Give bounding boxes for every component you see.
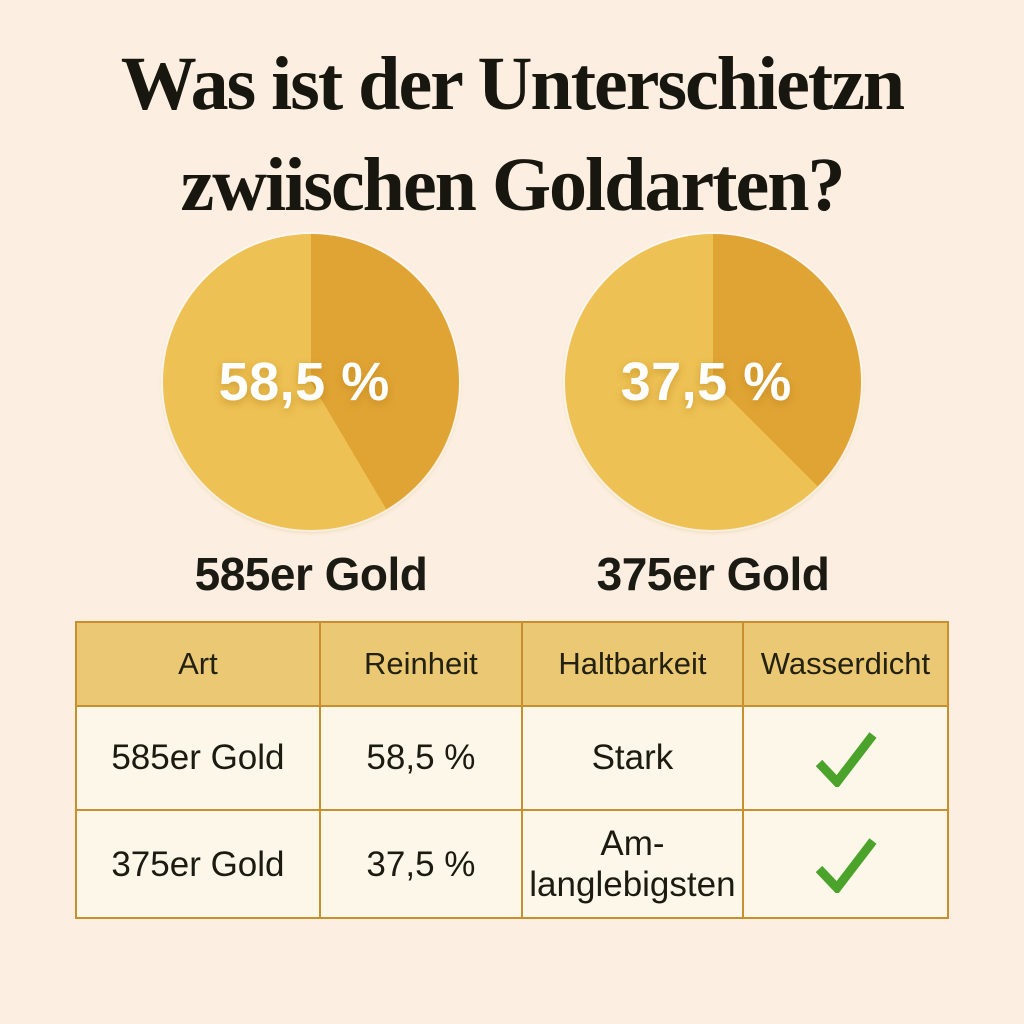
table-header-reinheit: Reinheit <box>320 623 523 707</box>
table-cell-haltbarkeit-375er: Am- langlebigsten <box>522 811 744 917</box>
table-header-wasserdicht: Wasserdicht <box>743 623 947 707</box>
title-line-2: zwiischen Goldarten? <box>180 143 846 228</box>
table-cell-art-585er: 585er Gold <box>77 706 321 812</box>
table-cell-wasserdicht-585er <box>743 706 947 812</box>
pie-group-375er: 37,5 % 375er Gold <box>564 234 862 601</box>
pie-value-label-375er: 37,5 % <box>620 352 792 412</box>
pie-chart-585er: 58,5 % <box>163 234 459 530</box>
table-header-art: Art <box>77 623 321 707</box>
pie-caption-375er: 375er Gold <box>596 548 830 600</box>
pie-chart-375er: 37,5 % <box>565 234 861 530</box>
pie-charts-row: 58,5 % 585er Gold 37,5 % 375er Gold <box>0 234 1024 601</box>
comparison-table: Art Reinheit Haltbarkeit Wasserdicht 585… <box>75 621 949 919</box>
table-cell-haltbarkeit-585er: Stark <box>522 706 744 812</box>
table-cell-reinheit-375er: 37,5 % <box>320 811 523 917</box>
checkmark-icon <box>816 732 878 788</box>
pie-group-585er: 58,5 % 585er Gold <box>162 234 460 601</box>
checkmark-icon <box>816 838 878 894</box>
title-line-1: Was ist der Unterschietzn <box>120 42 905 126</box>
pie-caption-585er: 585er Gold <box>194 548 428 600</box>
table-cell-wasserdicht-375er <box>743 811 947 917</box>
table-cell-reinheit-585er: 58,5 % <box>320 706 523 812</box>
table-header-haltbarkeit: Haltbarkeit <box>522 623 744 707</box>
page-title: Was ist der Unterschietzn zwiischen Gold… <box>0 34 1024 236</box>
pie-value-label-585er: 58,5 % <box>218 352 390 412</box>
table-cell-art-375er: 375er Gold <box>77 811 321 917</box>
